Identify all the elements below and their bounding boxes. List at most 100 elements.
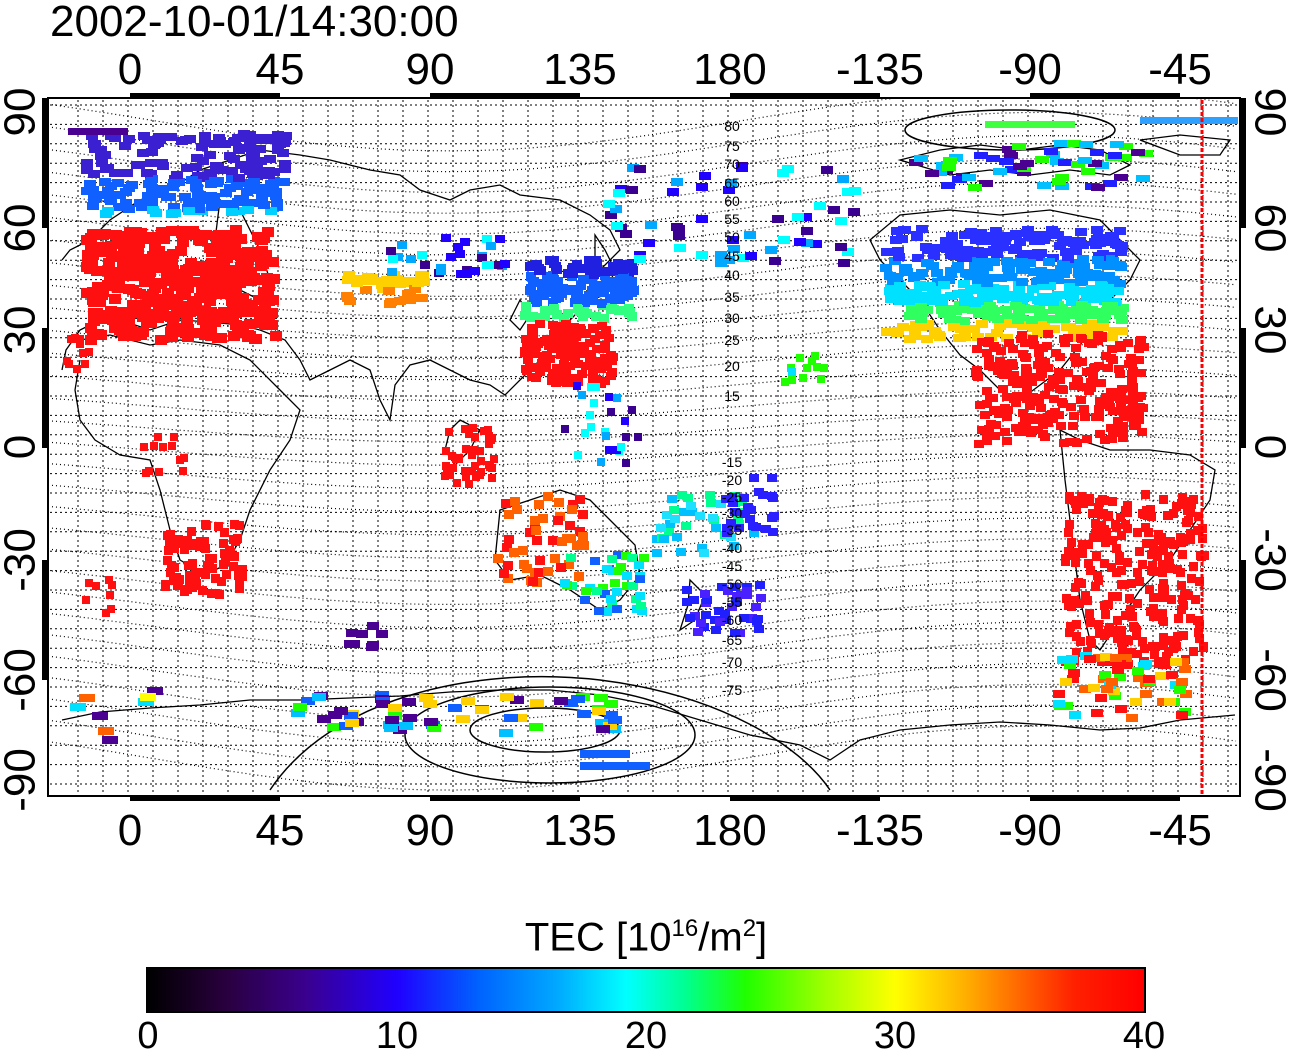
tec-cell: [262, 188, 274, 196]
tec-cell: [397, 277, 409, 285]
tec-cell: [1092, 552, 1101, 561]
tec-cell: [262, 284, 274, 294]
tec-cell: [1087, 340, 1097, 348]
tec-cell: [384, 724, 398, 732]
tec-cell: [1085, 497, 1094, 506]
tec-cell: [204, 151, 216, 159]
tec-cell: [972, 368, 982, 376]
tec-cell: [88, 140, 100, 148]
tec-cell: [968, 184, 982, 191]
tec-cell: [566, 534, 576, 543]
tec-cell: [627, 277, 637, 286]
tec-cell: [612, 605, 622, 613]
tec-cell: [982, 430, 992, 438]
tec-cell: [1101, 610, 1110, 619]
tec-cell: [455, 250, 465, 258]
tec-cell: [607, 408, 615, 416]
tec-cell: [193, 235, 205, 245]
tec-cell: [1103, 512, 1112, 521]
tec-cell: [848, 208, 860, 216]
tec-cell: [769, 257, 781, 265]
tec-cell: [580, 750, 630, 758]
tec-cell: [622, 433, 630, 441]
tec-cell: [135, 330, 147, 340]
tec-cell: [180, 545, 189, 554]
tec-cell: [88, 193, 100, 201]
tec-cell: [837, 175, 849, 183]
tec-cell: [250, 185, 262, 193]
tec-cell: [951, 240, 963, 248]
tec-cell: [150, 442, 158, 450]
tec-cell: [1147, 566, 1156, 575]
tec-cell: [68, 128, 128, 135]
tec-cell: [486, 463, 494, 471]
tec-cell: [161, 193, 173, 201]
tec-cell: [1134, 345, 1144, 353]
tec-cell: [838, 259, 850, 267]
tec-cell: [219, 560, 228, 569]
tec-cell: [986, 420, 996, 428]
tec-cell: [123, 135, 135, 143]
tec-cell: [85, 242, 97, 252]
tec-cell: [1095, 694, 1107, 702]
tec-cell: [540, 306, 550, 315]
tec-cell: [137, 149, 149, 157]
tec-cell: [367, 622, 379, 630]
tec-cell: [1063, 307, 1075, 315]
tec-cell: [530, 699, 544, 707]
tec-cell: [1056, 422, 1066, 430]
tec-cell: [611, 222, 623, 230]
tec-cell: [179, 301, 191, 311]
tec-cell: [950, 307, 962, 315]
tec-cell: [530, 516, 540, 525]
tec-cell: [1070, 496, 1079, 505]
tec-cell: [1123, 558, 1132, 567]
tec-cell: [635, 592, 645, 600]
tec-cell: [1086, 285, 1098, 293]
tec-cell: [109, 294, 121, 304]
tec-cell: [1114, 174, 1128, 181]
tec-cell: [751, 603, 761, 611]
tec-cell: [1118, 639, 1127, 648]
tec-cell: [1054, 368, 1064, 376]
tec-cell: [258, 201, 270, 209]
tec-cell: [799, 374, 807, 382]
tec-cell: [346, 629, 358, 637]
tec-cell: [567, 505, 577, 514]
left-lat-label: 60: [0, 204, 45, 253]
tec-cell: [113, 203, 125, 211]
tec-cell: [998, 385, 1008, 393]
tec-cell: [634, 165, 646, 173]
tec-cell: [272, 146, 284, 154]
top-lon-label: 45: [256, 45, 305, 94]
tec-cell: [1071, 344, 1081, 352]
tec-cell: [211, 239, 223, 249]
tec-cell: [842, 188, 854, 196]
tec-cell: [235, 521, 244, 530]
contour-label: 30: [724, 310, 740, 326]
top-lon-label: 135: [543, 45, 616, 94]
tec-cell: [1134, 356, 1144, 364]
tec-cell: [1095, 498, 1104, 507]
tec-cell: [210, 162, 222, 170]
tec-cell: [590, 362, 600, 370]
tec-cell: [231, 537, 240, 546]
tec-cell: [446, 253, 456, 261]
tec-cell: [592, 707, 606, 715]
tec-cell: [925, 170, 939, 177]
tec-cell: [1033, 231, 1045, 239]
tec-cell: [471, 462, 479, 470]
tec-cell: [1053, 690, 1065, 698]
tec-cell: [164, 546, 173, 555]
tec-cell: [510, 497, 520, 506]
tec-cell: [172, 573, 181, 582]
tec-cell: [461, 425, 469, 433]
right-lat-label: 60: [1246, 204, 1292, 253]
tec-cell: [344, 297, 356, 305]
tec-cell: [1013, 304, 1025, 312]
tec-cell: [247, 170, 259, 178]
tec-cell: [643, 239, 655, 247]
tec-cell: [141, 254, 153, 264]
tec-cell: [207, 309, 219, 319]
tec-cell: [263, 312, 275, 322]
